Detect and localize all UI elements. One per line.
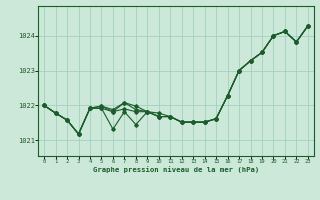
X-axis label: Graphe pression niveau de la mer (hPa): Graphe pression niveau de la mer (hPa) — [93, 167, 259, 173]
